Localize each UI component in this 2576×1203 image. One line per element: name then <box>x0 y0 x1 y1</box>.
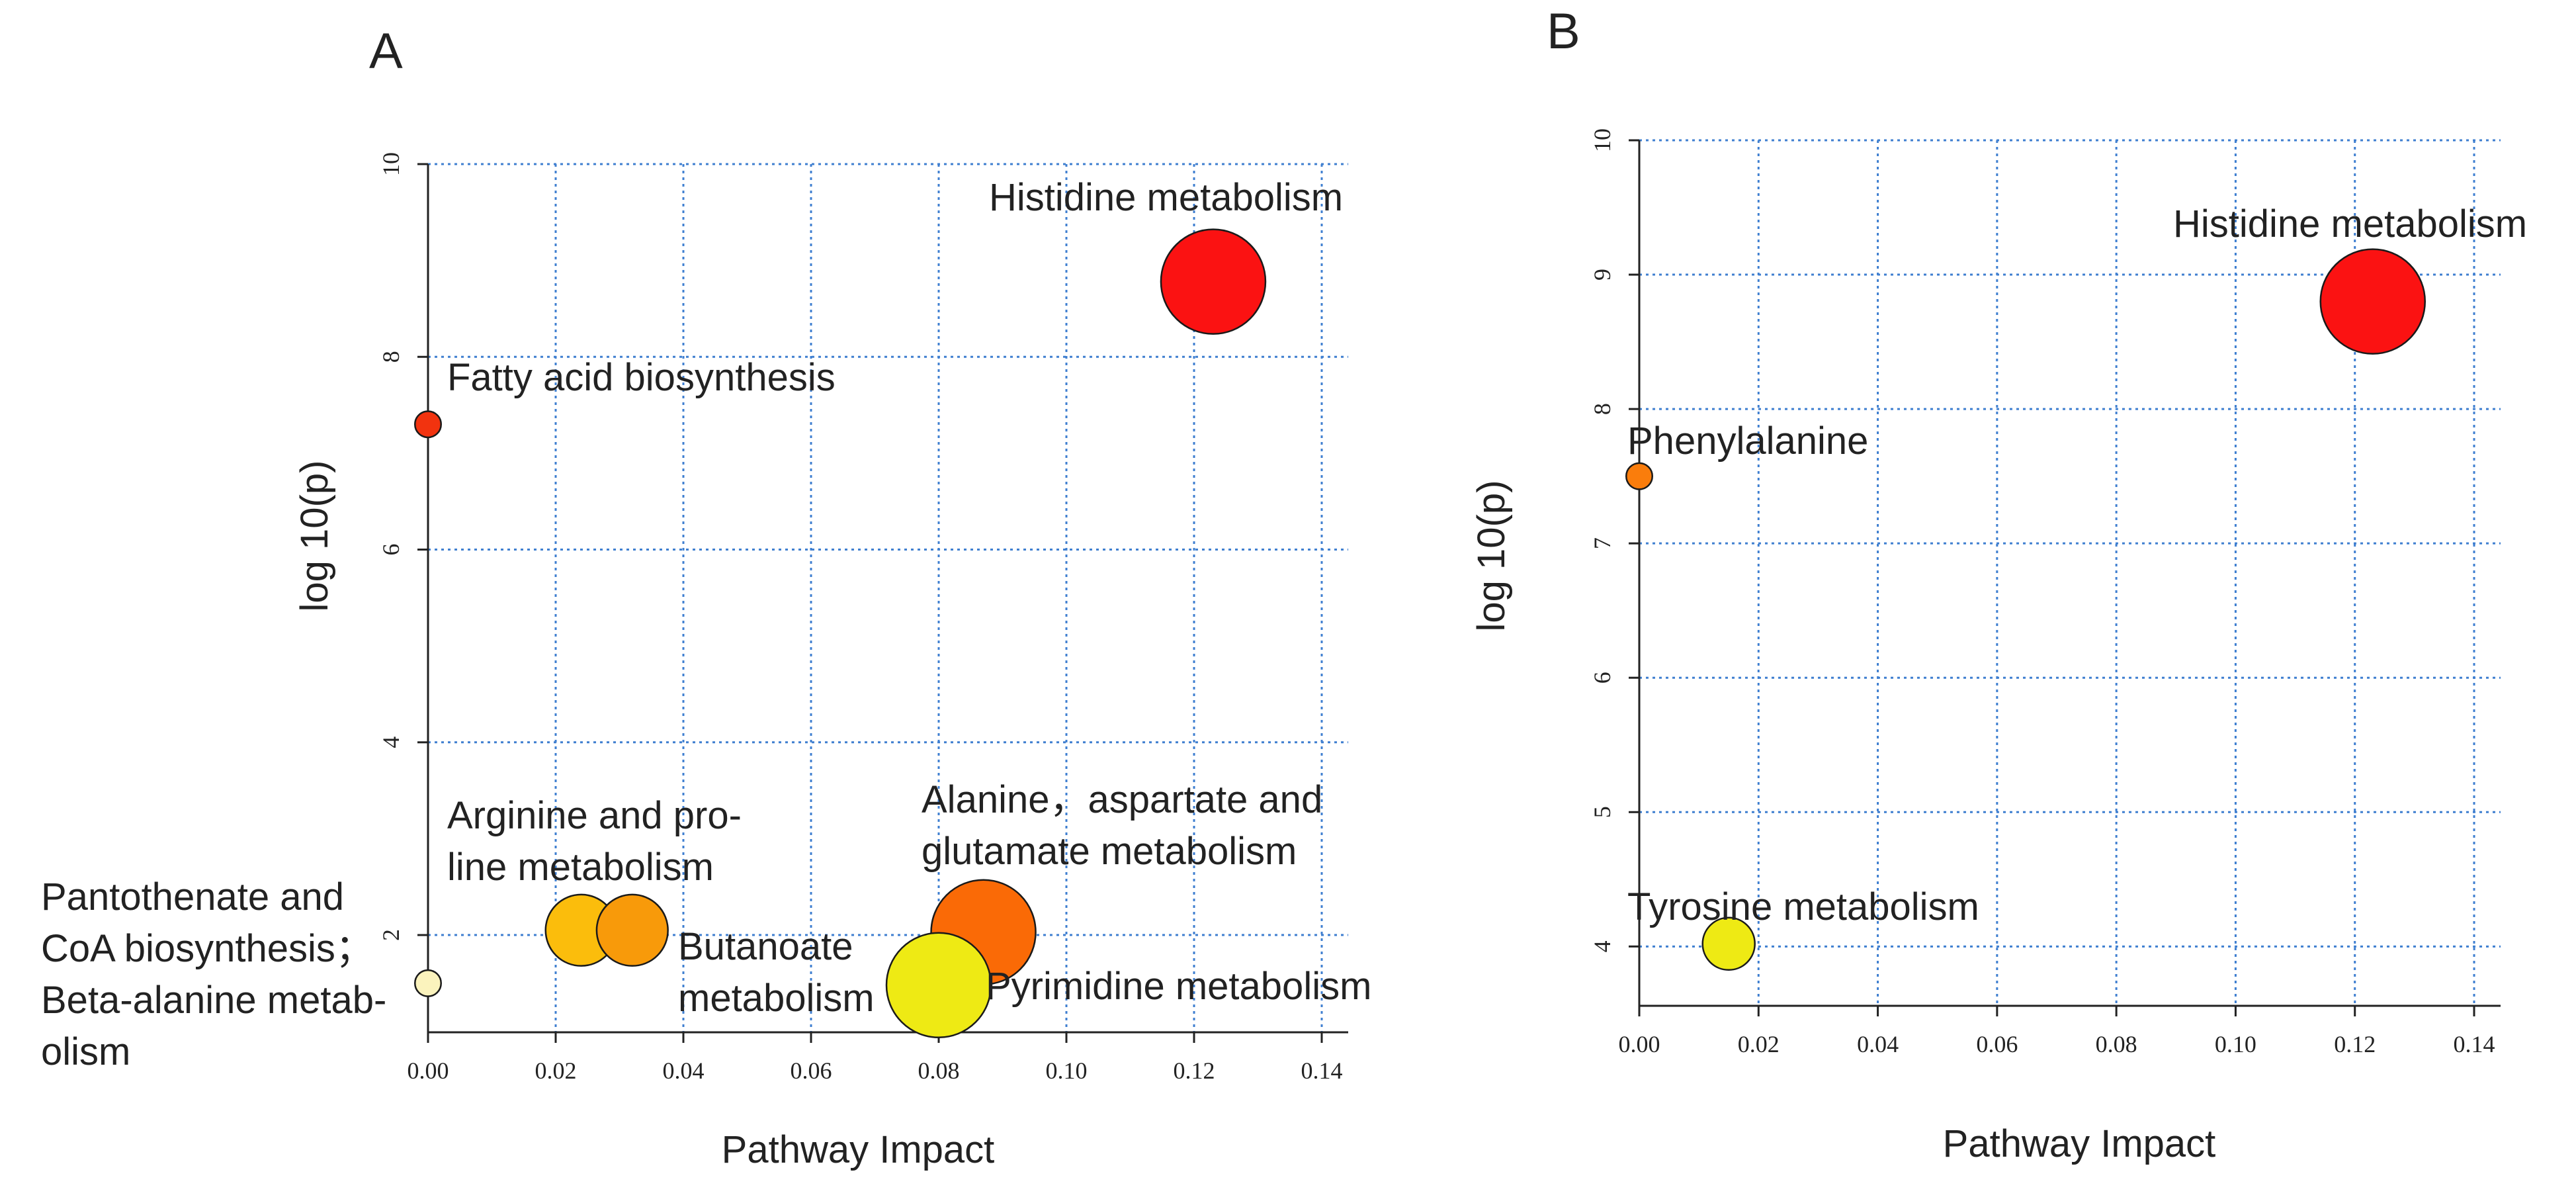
point-label-line: Histidine metabolism <box>989 176 1343 219</box>
point-label-line: CoA biosynthesis； <box>41 927 374 970</box>
point-label-line: Butanoate <box>678 925 853 968</box>
x-tick-label: 0.14 <box>1301 1057 1343 1084</box>
data-point <box>1160 228 1267 335</box>
point-label: Fatty acid biosynthesis <box>447 356 836 399</box>
point-label-line: Fatty acid biosynthesis <box>447 356 836 399</box>
data-points <box>414 228 1267 1039</box>
panel-label: A <box>369 23 403 79</box>
y-tick-label: 6 <box>1589 672 1615 684</box>
point-label: Alanine，aspartate and glutamate metabolis… <box>922 778 1322 873</box>
point-label-line: Tyrosine metabolism <box>1627 885 1979 928</box>
x-tick-label: 0.06 <box>791 1057 832 1084</box>
y-tick-label: 4 <box>378 736 404 748</box>
data-point <box>414 969 442 997</box>
x-tick-label: 0.14 <box>2454 1031 2495 1057</box>
x-tick-label: 0.04 <box>663 1057 705 1084</box>
point-label: Histidine metabolism <box>2173 202 2527 245</box>
point-label-line: Histidine metabolism <box>2173 202 2527 245</box>
x-axis-title: Pathway Impact <box>1943 1122 2216 1165</box>
point-label-line: metabolism <box>678 977 875 1020</box>
x-tick-label: 0.02 <box>535 1057 577 1084</box>
y-tick-label: 7 <box>1589 537 1615 549</box>
point-label: Arginine and pro-line metabolism <box>447 794 742 889</box>
data-point <box>1625 462 1653 490</box>
x-tick-label: 0.12 <box>1174 1057 1215 1084</box>
x-tick-label: 0.02 <box>1738 1031 1780 1057</box>
x-tick-label: 0.08 <box>2096 1031 2137 1057</box>
x-tick-label: 0.04 <box>1857 1031 1899 1057</box>
point-label: Pantothenate and CoA biosynthesis； Beta-al… <box>41 875 386 1073</box>
y-axis-title: log 10(p) <box>293 461 336 612</box>
data-point <box>885 932 992 1039</box>
y-axis-title: log 10(p) <box>1470 480 1513 632</box>
point-label-line: Pyrimidine metabolism <box>986 965 1371 1008</box>
data-point <box>595 893 669 967</box>
point-labels: Histidine metabolism Phenylalanine Tyrosin… <box>1627 202 2527 928</box>
point-label-line: olism <box>41 1030 130 1073</box>
y-tick-label: 6 <box>378 544 404 556</box>
grid-lines <box>1638 139 2501 1006</box>
y-tick-label: 8 <box>378 351 404 363</box>
point-label-line: glutamate metabolism <box>922 830 1297 873</box>
point-label: Histidine metabolism <box>989 176 1343 219</box>
x-tick-label: 0.00 <box>1619 1031 1660 1057</box>
x-tick-label: 0.10 <box>1046 1057 1088 1084</box>
y-tick-label: 2 <box>378 929 404 941</box>
y-tick-label: 4 <box>1589 940 1615 952</box>
y-tick-label: 9 <box>1589 269 1615 281</box>
x-axis-title: Pathway Impact <box>722 1128 995 1171</box>
x-tick-label: 0.10 <box>2215 1031 2256 1057</box>
chart-panel-a: A 0.00 0.02 0.04 0.06 0.08 0.10 0.12 0.14 2 4 6 8 10 P… <box>41 23 1371 1171</box>
point-labels: Histidine metabolism Fatty acid biosynthe… <box>41 176 1371 1073</box>
point-label-line: Alanine，aspartate and <box>922 778 1322 821</box>
point-label-line: line metabolism <box>447 846 714 889</box>
point-label-line: Pantothenate and <box>41 875 344 918</box>
data-points <box>1625 248 2426 971</box>
point-label: Tyrosine metabolism <box>1627 885 1979 928</box>
x-tick-label: 0.06 <box>1976 1031 2018 1057</box>
point-label: Phenylalanine <box>1627 420 1868 463</box>
data-point <box>1701 916 1756 971</box>
point-label-line: Beta-alanine metab- <box>41 979 386 1022</box>
data-point <box>414 410 442 439</box>
x-tick-label: 0.08 <box>918 1057 960 1084</box>
panel-label: B <box>1547 3 1580 60</box>
y-tick-label: 8 <box>1589 403 1615 415</box>
point-label-line: Phenylalanine <box>1627 420 1868 463</box>
y-tick-label: 10 <box>1589 128 1615 152</box>
x-tick-label: 0.00 <box>408 1057 449 1084</box>
y-tick-label: 5 <box>1589 806 1615 818</box>
x-tick-label: 0.12 <box>2334 1031 2376 1057</box>
point-label: Butanoate metabolism <box>678 925 875 1020</box>
chart-panel-b: B 0.00 0.02 0.04 0.06 0.08 0.10 0.12 0.14 4 5 6 7 8 9 1… <box>1470 3 2527 1165</box>
point-label: Pyrimidine metabolism <box>986 965 1371 1008</box>
data-point <box>2319 248 2426 355</box>
point-label-line: Arginine and pro- <box>447 794 742 837</box>
y-tick-label: 10 <box>378 152 404 176</box>
